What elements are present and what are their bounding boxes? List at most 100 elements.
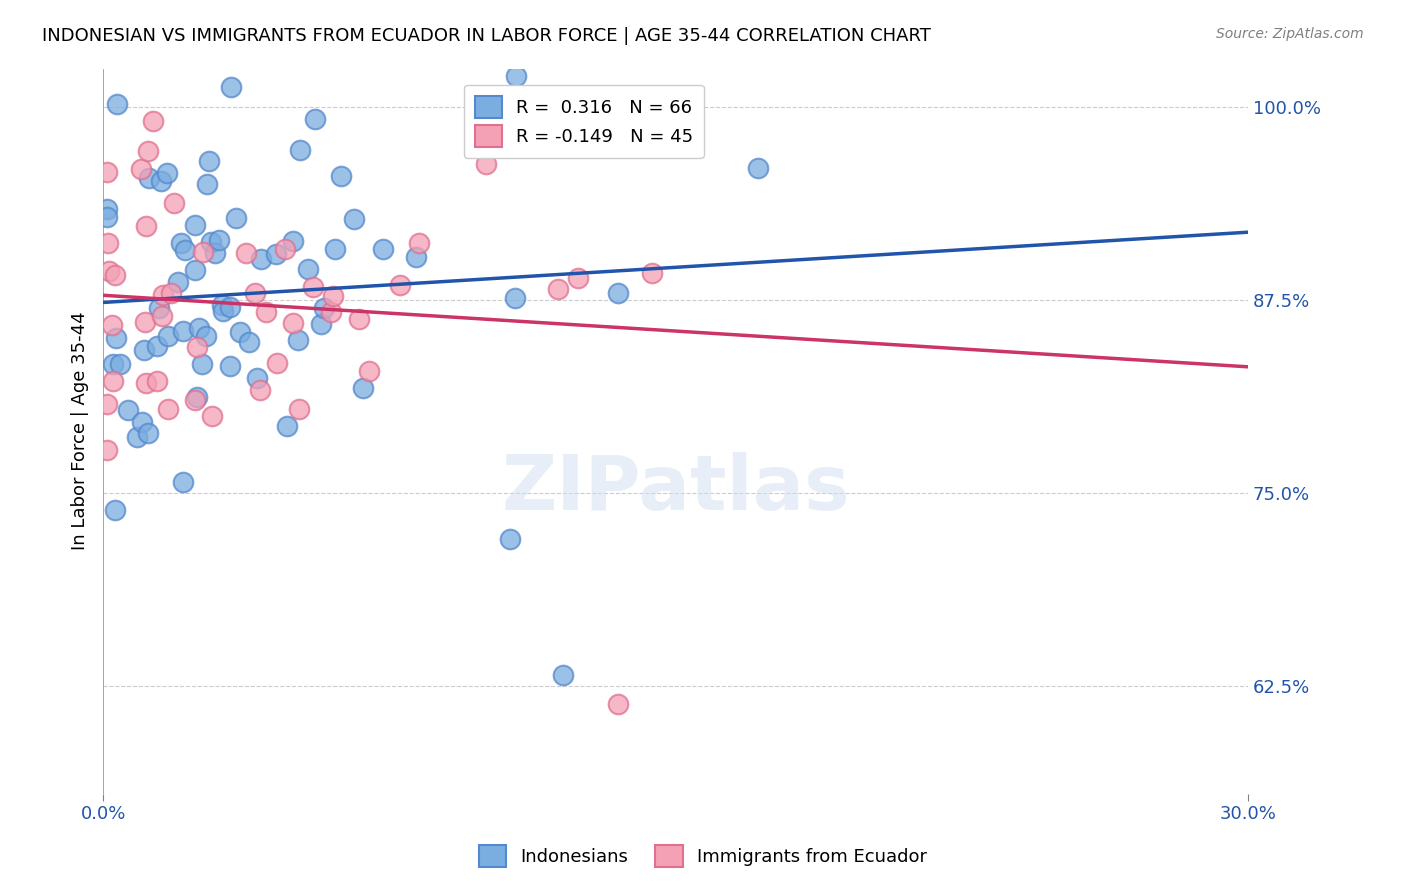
Point [138, 170, 160, 185]
Point [389, 278, 412, 293]
Point [174, 243, 197, 257]
Point [96, 396, 118, 410]
Point [156, 329, 179, 343]
Point [208, 233, 231, 247]
Point [312, 301, 335, 315]
Point [228, 325, 250, 339]
Point [747, 161, 769, 175]
Point [163, 195, 186, 210]
Point [211, 303, 233, 318]
Point [183, 218, 205, 232]
Point [249, 252, 271, 266]
Point [150, 174, 173, 188]
Point [321, 305, 343, 319]
Point [499, 532, 522, 546]
Point [322, 289, 344, 303]
Point [503, 291, 526, 305]
Point [474, 100, 496, 114]
Point [287, 402, 309, 417]
Point [254, 305, 277, 319]
Point [607, 697, 630, 711]
Legend: Indonesians, Immigrants from Ecuador: Indonesians, Immigrants from Ecuador [472, 838, 934, 874]
Point [219, 79, 242, 94]
Point [134, 315, 156, 329]
Point [357, 364, 380, 378]
Point [323, 242, 346, 256]
Point [101, 357, 124, 371]
Point [105, 97, 128, 112]
Point [191, 244, 214, 259]
Point [96, 165, 118, 179]
Point [243, 286, 266, 301]
Point [170, 236, 193, 251]
Point [246, 370, 269, 384]
Point [186, 390, 208, 404]
Point [211, 298, 233, 312]
Point [96, 442, 118, 457]
Point [290, 143, 312, 157]
Point [276, 419, 298, 434]
Point [405, 250, 427, 264]
Point [160, 285, 183, 300]
Point [108, 357, 131, 371]
Point [567, 271, 589, 285]
Point [641, 267, 664, 281]
Point [225, 211, 247, 225]
Point [301, 280, 323, 294]
Point [219, 359, 242, 373]
Point [551, 668, 574, 682]
Point [104, 502, 127, 516]
Point [117, 403, 139, 417]
Point [142, 113, 165, 128]
Point [273, 242, 295, 256]
Point [134, 343, 156, 357]
Point [97, 263, 120, 277]
Point [283, 317, 305, 331]
Point [195, 177, 218, 191]
Point [129, 161, 152, 176]
Text: INDONESIAN VS IMMIGRANTS FROM ECUADOR IN LABOR FORCE | AGE 35-44 CORRELATION CHA: INDONESIAN VS IMMIGRANTS FROM ECUADOR IN… [42, 27, 931, 45]
Point [311, 318, 333, 332]
Text: ZIPatlas: ZIPatlas [501, 452, 849, 526]
Point [157, 401, 180, 416]
Y-axis label: In Labor Force | Age 35-44: In Labor Force | Age 35-44 [72, 312, 89, 550]
Point [104, 268, 127, 283]
Point [172, 475, 194, 489]
Point [146, 374, 169, 388]
Point [96, 210, 118, 224]
Text: Source: ZipAtlas.com: Source: ZipAtlas.com [1216, 27, 1364, 41]
Point [104, 330, 127, 344]
Point [148, 301, 170, 315]
Point [249, 383, 271, 397]
Point [101, 318, 124, 333]
Point [150, 309, 173, 323]
Point [505, 69, 527, 83]
Point [127, 430, 149, 444]
Point [281, 234, 304, 248]
Point [135, 376, 157, 391]
Point [136, 425, 159, 440]
Point [135, 219, 157, 234]
Point [96, 202, 118, 216]
Point [304, 112, 326, 126]
Point [408, 235, 430, 250]
Point [352, 382, 374, 396]
Point [287, 333, 309, 347]
Point [197, 154, 219, 169]
Point [264, 247, 287, 261]
Point [235, 246, 257, 260]
Point [266, 355, 288, 369]
Legend: R =  0.316   N = 66, R = -0.149   N = 45: R = 0.316 N = 66, R = -0.149 N = 45 [464, 85, 704, 158]
Point [297, 262, 319, 277]
Point [195, 328, 218, 343]
Point [97, 235, 120, 250]
Point [330, 169, 353, 183]
Point [155, 166, 177, 180]
Point [343, 212, 366, 227]
Point [172, 324, 194, 338]
Point [201, 409, 224, 423]
Point [131, 415, 153, 429]
Point [607, 285, 630, 300]
Point [547, 282, 569, 296]
Point [103, 374, 125, 388]
